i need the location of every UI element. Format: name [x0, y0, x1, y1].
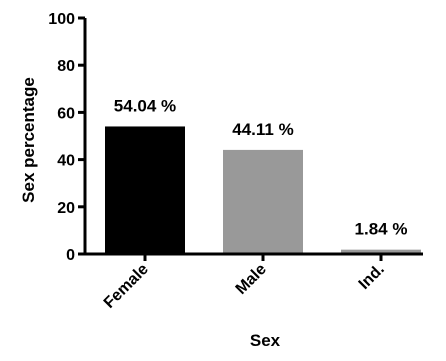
data-label: 44.11 %: [232, 120, 293, 139]
bar-female: [105, 126, 185, 254]
y-tick-label: 20: [57, 200, 75, 217]
data-labels: 54.04 % 44.11 % 1.84 %: [114, 96, 408, 238]
y-tick-label: 100: [48, 11, 75, 28]
bar-ind: [341, 249, 421, 254]
x-axis-title: Sex: [250, 331, 281, 350]
x-ticks: Female Male Ind.: [101, 254, 388, 312]
y-ticks: 0 20 40 60 80 100: [48, 11, 85, 264]
bars-layer: [105, 126, 421, 254]
data-label: 1.84 %: [355, 220, 408, 239]
bar-male: [223, 149, 303, 254]
x-tick-label: Male: [233, 261, 270, 298]
axes-layer: [83, 18, 423, 256]
y-tick-label: 0: [66, 247, 75, 264]
y-tick-label: 40: [57, 153, 75, 170]
y-tick-label: 60: [57, 105, 75, 122]
data-label: 54.04 %: [114, 96, 176, 115]
y-axis-title: Sex percentage: [19, 77, 38, 203]
x-tick-label: Ind.: [356, 261, 388, 293]
x-tick-label: Female: [101, 261, 152, 312]
y-tick-label: 80: [57, 58, 75, 75]
